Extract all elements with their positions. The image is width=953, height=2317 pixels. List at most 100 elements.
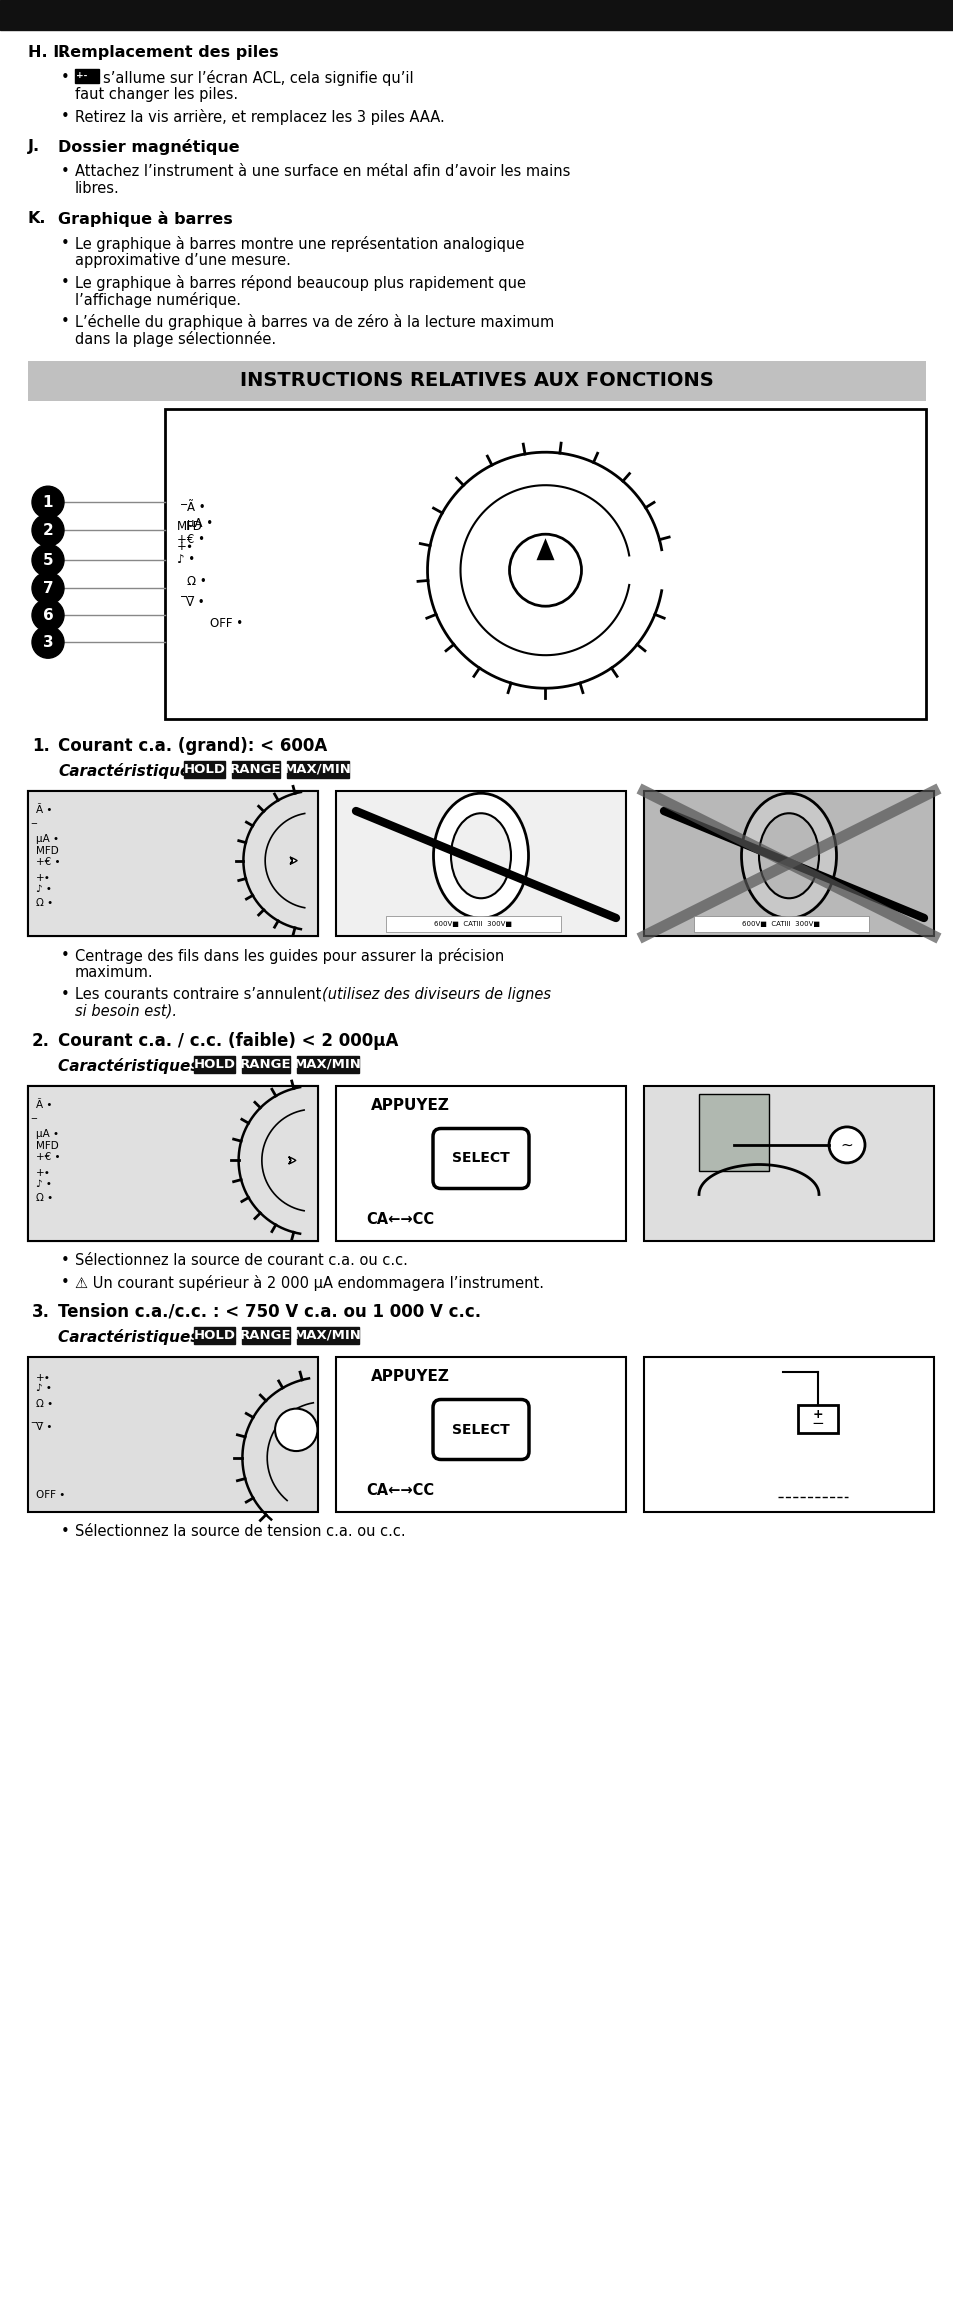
Text: approximative d’une mesure.: approximative d’une mesure. (75, 253, 291, 269)
Circle shape (32, 626, 64, 658)
Text: libres.: libres. (75, 181, 120, 197)
FancyBboxPatch shape (433, 1399, 529, 1460)
Text: •: • (61, 987, 70, 1001)
Text: Ã •: Ã • (36, 804, 52, 816)
Text: faut changer les piles.: faut changer les piles. (75, 88, 238, 102)
Text: •: • (61, 276, 70, 290)
FancyBboxPatch shape (241, 1057, 290, 1073)
Text: SELECT: SELECT (452, 1423, 509, 1437)
FancyBboxPatch shape (433, 1128, 529, 1189)
Text: (utilisez des diviseurs de lignes: (utilisez des diviseurs de lignes (322, 987, 551, 1001)
Text: RANGE: RANGE (240, 1059, 292, 1070)
Text: MAX/MIN: MAX/MIN (294, 1059, 361, 1070)
Bar (643, 1358, 933, 1513)
Bar (28, 361, 925, 401)
Text: RANGE: RANGE (230, 762, 281, 776)
Text: Courant c.a. (grand): < 600A: Courant c.a. (grand): < 600A (58, 737, 327, 755)
Bar (797, 1404, 837, 1432)
Bar (335, 790, 625, 936)
Bar (386, 915, 560, 931)
Text: Centrage des fils dans les guides pour assurer la précision: Centrage des fils dans les guides pour a… (75, 948, 504, 964)
FancyBboxPatch shape (241, 1328, 290, 1344)
Text: •: • (61, 948, 70, 964)
Text: Ω •: Ω • (36, 1399, 53, 1409)
Text: +∙
♪ •: +∙ ♪ • (177, 540, 195, 565)
Text: Le graphique à barres montre une représentation analogique: Le graphique à barres montre une représe… (75, 236, 524, 253)
FancyArrowPatch shape (290, 857, 296, 864)
Text: Ω •: Ω • (36, 1193, 53, 1203)
Text: •: • (61, 109, 70, 125)
Polygon shape (536, 538, 554, 561)
Text: Caractéristiques :: Caractéristiques : (58, 1330, 211, 1344)
Text: l’affichage numérique.: l’affichage numérique. (75, 292, 241, 308)
Text: Tension c.a./c.c. : < 750 V c.a. ou 1 000 V c.c.: Tension c.a./c.c. : < 750 V c.a. ou 1 00… (58, 1302, 480, 1321)
Text: ̅̅
μA •: ̅̅ μA • (187, 505, 213, 531)
FancyBboxPatch shape (232, 760, 279, 779)
Text: •: • (61, 315, 70, 329)
Ellipse shape (740, 792, 836, 918)
Text: Ω •: Ω • (36, 899, 53, 908)
Text: Ω •: Ω • (187, 575, 207, 589)
Bar (643, 790, 933, 936)
Bar (28, 1087, 317, 1242)
Text: Les courants contraire s’annulent: Les courants contraire s’annulent (75, 987, 326, 1001)
Bar (643, 1087, 933, 1242)
Text: 1.: 1. (32, 737, 50, 755)
Text: 1: 1 (43, 496, 53, 510)
Text: 3: 3 (43, 635, 53, 649)
FancyBboxPatch shape (193, 1057, 234, 1073)
Circle shape (32, 600, 64, 630)
Bar (28, 1358, 317, 1513)
Text: RANGE: RANGE (240, 1328, 292, 1342)
Text: maximum.: maximum. (75, 964, 153, 980)
Text: +∙
♪ •: +∙ ♪ • (36, 1374, 51, 1393)
Text: OFF •: OFF • (210, 616, 243, 630)
Text: +: + (812, 1409, 822, 1423)
Circle shape (32, 514, 64, 547)
FancyBboxPatch shape (193, 1328, 234, 1344)
Bar (165, 410, 925, 718)
Text: INSTRUCTIONS RELATIVES AUX FONCTIONS: INSTRUCTIONS RELATIVES AUX FONCTIONS (240, 371, 713, 392)
Text: Courant c.a. / c.c. (faible) < 2 000μA: Courant c.a. / c.c. (faible) < 2 000μA (58, 1031, 398, 1050)
Text: •: • (61, 1253, 70, 1267)
Text: Ã •: Ã • (187, 500, 206, 514)
Text: +∙
♪ •: +∙ ♪ • (36, 1168, 51, 1189)
FancyBboxPatch shape (296, 1328, 359, 1344)
Text: HOLD: HOLD (183, 762, 225, 776)
Text: MFD
+€ •: MFD +€ • (36, 846, 60, 867)
Bar (693, 915, 868, 931)
Ellipse shape (451, 813, 511, 899)
Text: SELECT: SELECT (452, 1152, 509, 1165)
Text: ∼: ∼ (840, 1138, 853, 1152)
Text: 7: 7 (43, 582, 53, 595)
Text: HOLD: HOLD (193, 1328, 235, 1342)
Text: •: • (61, 1274, 70, 1291)
Text: •: • (61, 70, 70, 86)
Text: CA←→CC: CA←→CC (366, 1212, 434, 1228)
Text: 5: 5 (43, 554, 53, 568)
Circle shape (32, 487, 64, 519)
Ellipse shape (759, 813, 818, 899)
Bar (75, 70, 99, 83)
Text: K.: K. (28, 211, 47, 227)
Text: MAX/MIN: MAX/MIN (284, 762, 352, 776)
Circle shape (274, 1409, 317, 1450)
Text: •: • (61, 236, 70, 250)
Bar (28, 790, 317, 936)
Text: si besoin est).: si besoin est). (75, 1003, 177, 1019)
Text: H. I.: H. I. (28, 44, 66, 60)
Ellipse shape (433, 792, 528, 918)
Text: Caractéristiques:: Caractéristiques: (58, 762, 206, 779)
Text: Attachez l’instrument à une surface en métal afin d’avoir les mains: Attachez l’instrument à une surface en m… (75, 165, 570, 178)
Bar (28, 1087, 317, 1242)
Text: 3.: 3. (32, 1302, 50, 1321)
Text: J.: J. (28, 139, 40, 153)
Text: •: • (61, 165, 70, 178)
Text: L’échelle du graphique à barres va de zéro à la lecture maximum: L’échelle du graphique à barres va de zé… (75, 315, 554, 329)
Text: •: • (61, 1525, 70, 1538)
Text: Ã •: Ã • (36, 1101, 52, 1110)
Text: +-: +- (76, 72, 88, 81)
Text: Retirez la vis arrière, et remplacez les 3 piles AAA.: Retirez la vis arrière, et remplacez les… (75, 109, 444, 125)
Circle shape (509, 535, 581, 607)
Text: Sélectionnez la source de courant c.a. ou c.c.: Sélectionnez la source de courant c.a. o… (75, 1253, 408, 1267)
